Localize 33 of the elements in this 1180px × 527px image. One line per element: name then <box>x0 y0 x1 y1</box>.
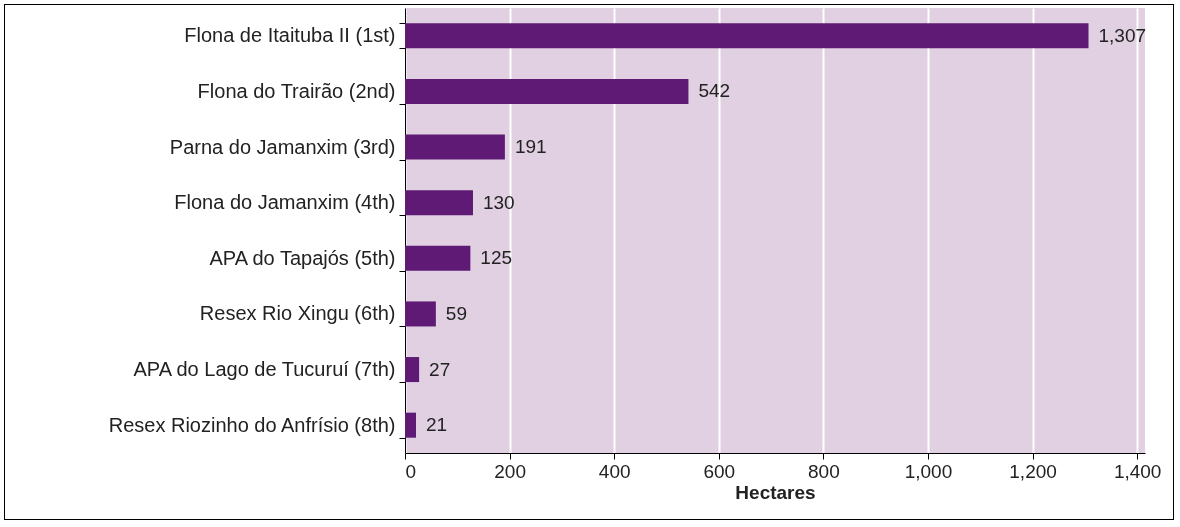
bar <box>405 78 689 104</box>
x-tick-label: 1,000 <box>904 460 953 482</box>
y-tick-label: Resex Riozinho do Anfrísio (8th) <box>108 413 396 436</box>
bar <box>405 245 471 271</box>
bar <box>405 134 505 160</box>
y-tick-label: APA do Lago de Tucuruí (7th) <box>133 358 396 381</box>
y-tick-label: Flona do Jamanxim (4th) <box>174 191 396 214</box>
bar <box>405 301 436 327</box>
data-label: 27 <box>429 358 451 380</box>
x-tick-label: 400 <box>598 460 631 482</box>
data-label: 59 <box>445 302 467 324</box>
bar <box>405 23 1089 49</box>
x-axis-title: Hectares <box>735 481 816 503</box>
data-label: 542 <box>698 80 731 102</box>
x-tick-label: 600 <box>703 460 736 482</box>
bar <box>405 357 420 383</box>
x-tick-label: 1,200 <box>1009 460 1057 482</box>
y-tick-label: Flona do Trairão (2nd) <box>197 79 396 102</box>
data-label: 125 <box>480 247 513 269</box>
data-label: 21 <box>425 414 448 436</box>
bar <box>405 412 416 438</box>
y-tick-label: Resex Rio Xingu (6th) <box>199 302 396 325</box>
y-tick-label: APA do Tapajós (5th) <box>209 246 396 269</box>
data-label: 191 <box>514 136 547 158</box>
x-tick-label: 800 <box>808 460 840 482</box>
data-label: 1,307 <box>1098 24 1147 46</box>
x-tick-label: 0 <box>405 460 417 482</box>
x-tick-label: 1,400 <box>1113 460 1162 482</box>
y-tick-label: Parna do Jamanxim (3rd) <box>169 135 396 158</box>
y-tick-label: Flona de Itaituba II (1st) <box>184 24 396 47</box>
data-label: 130 <box>482 191 515 213</box>
bar <box>405 190 473 216</box>
x-tick-label: 200 <box>494 460 526 482</box>
